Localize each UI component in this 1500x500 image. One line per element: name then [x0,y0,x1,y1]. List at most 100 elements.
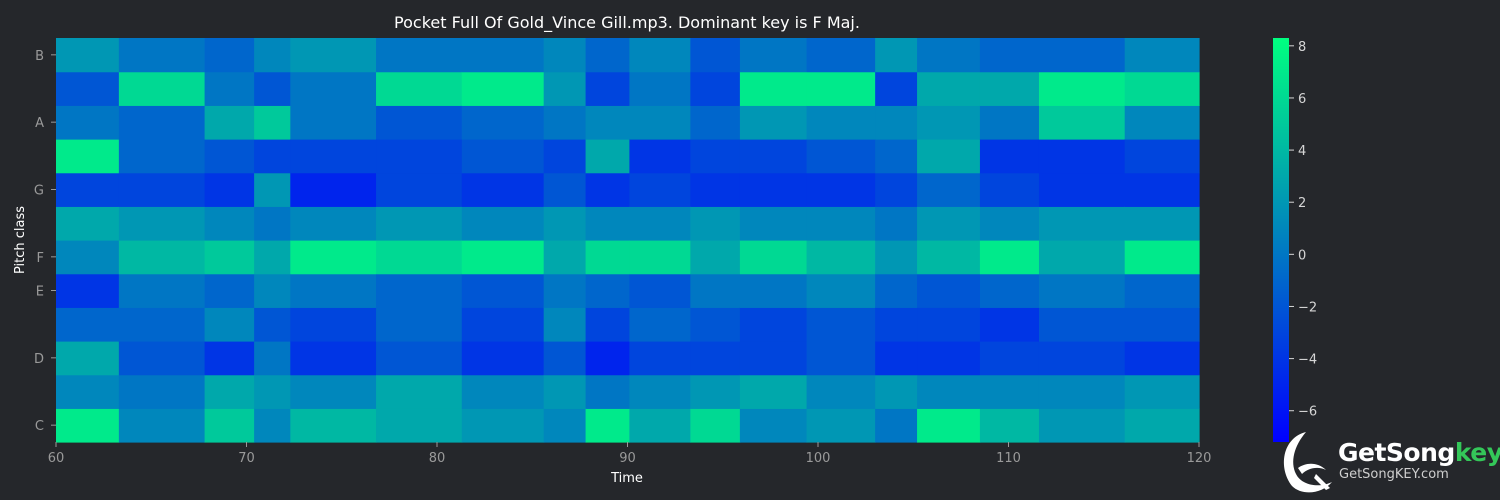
logo-mark-icon [1283,432,1332,493]
heatmap-cell-F#-0 [56,206,120,241]
heatmap-cell-F-5 [376,240,463,275]
y-tick-label: D [34,352,44,367]
heatmap-cell-C-17 [1124,408,1200,443]
heatmap-cell-C-2 [204,408,255,443]
heatmap-cell-G#-17 [1124,139,1200,174]
heatmap-cell-E-8 [585,273,631,308]
heatmap-cell-F#-10 [690,206,741,241]
getsongkey-logo: GetSongkey GetSongKEY.com [1276,428,1500,496]
heatmap-cell-B-7 [543,38,587,73]
heatmap-cell-G#-4 [290,139,377,174]
heatmap-cell-C#-16 [1038,374,1126,409]
heatmap-cell-D#-3 [254,307,291,342]
x-tick-label: 60 [48,451,65,466]
heatmap-cell-F-7 [543,240,587,275]
heatmap-cell-G-8 [585,172,631,207]
heatmap-cell-D#-0 [56,307,120,342]
heatmap-cell-A#-14 [917,71,981,106]
heatmap-cell-D-6 [461,341,545,376]
heatmap-cell-B-10 [690,38,741,73]
heatmap-cell-E-13 [875,273,918,308]
heatmap-cell-G-2 [204,172,255,207]
heatmap-cell-D#-7 [543,307,587,342]
logo-name: GetSongkey [1338,438,1500,467]
heatmap-cell-D#-8 [585,307,631,342]
colorbar-tick-label: −2 [1298,300,1317,315]
heatmap-cell-C#-11 [739,374,808,409]
heatmap-cell-G-13 [875,172,918,207]
heatmap-cell-D#-9 [629,307,691,342]
heatmap-cell-A#-13 [875,71,918,106]
heatmap-cell-C-10 [690,408,741,443]
x-tick-label: 100 [806,451,831,466]
heatmap-cell-G#-11 [739,139,808,174]
heatmap-cell-D-4 [290,341,377,376]
heatmap-cell-F-16 [1038,240,1126,275]
heatmap-cell-D-5 [376,341,463,376]
heatmap-cell-C#-5 [376,374,463,409]
heatmap-cell-C-11 [739,408,808,443]
heatmap-cell-G-14 [917,172,981,207]
heatmap-cell-F#-16 [1038,206,1126,241]
heatmap-cell-E-14 [917,273,981,308]
heatmap-cell-C#-4 [290,374,377,409]
heatmap-cell-D#-15 [979,307,1040,342]
heatmap-cell-F-3 [254,240,291,275]
heatmap-cell-C-7 [543,408,587,443]
heatmap-cell-G-4 [290,172,377,207]
heatmap-cell-E-17 [1124,273,1200,308]
heatmap-cell-G#-16 [1038,139,1126,174]
heatmap-cell-C#-13 [875,374,918,409]
heatmap-cell-C-16 [1038,408,1126,443]
heatmap-cell-F#-9 [629,206,691,241]
y-axis: C D E F G A B [34,49,56,434]
heatmap-cell-D-14 [917,341,981,376]
heatmap-cell-F#-14 [917,206,981,241]
heatmap-cell-G#-2 [204,139,255,174]
heatmap-cell-C#-2 [204,374,255,409]
heatmap-cell-A#-10 [690,71,741,106]
heatmap-cell-A-4 [290,105,377,140]
y-tick-label: B [35,49,44,64]
heatmap-cell-E-9 [629,273,691,308]
heatmap-cell-C-3 [254,408,291,443]
heatmap-cell-F-15 [979,240,1040,275]
heatmap-cell-D-2 [204,341,255,376]
heatmap-cell-G-9 [629,172,691,207]
heatmap-cell-C-8 [585,408,631,443]
heatmap-cell-D#-6 [461,307,545,342]
heatmap-cell-F#-6 [461,206,545,241]
heatmap-cell-A-2 [204,105,255,140]
y-tick-label: F [37,251,44,266]
heatmap-cell-G#-3 [254,139,291,174]
heatmap-cell-A#-1 [118,71,206,106]
heatmap-cell-G-16 [1038,172,1126,207]
heatmap-cell-D#-1 [118,307,206,342]
heatmap-cell-D-13 [875,341,918,376]
heatmap-cell-A-13 [875,105,918,140]
heatmap-cell-E-16 [1038,273,1126,308]
heatmap-cell-G-17 [1124,172,1200,207]
heatmap-cell-B-2 [204,38,255,73]
colorbar-tick-label: 4 [1298,144,1306,159]
heatmap-cell-D#-17 [1124,307,1200,342]
heatmap-cell-F-12 [806,240,876,275]
heatmap-cell-E-6 [461,273,545,308]
heatmap-cell-C#-3 [254,374,291,409]
heatmap-cell-A-11 [739,105,808,140]
heatmap-cell-A#-16 [1038,71,1126,106]
heatmap-cell-A#-9 [629,71,691,106]
heatmap-cell-E-7 [543,273,587,308]
heatmap-cell-C-15 [979,408,1040,443]
heatmap-cell-A-1 [118,105,206,140]
heatmap-cell-C#-8 [585,374,631,409]
colorbar-tick-label: 8 [1298,40,1306,55]
y-tick-label: G [34,184,44,199]
heatmap-cell-A-0 [56,105,120,140]
heatmap-cell-D-16 [1038,341,1126,376]
x-tick-label: 80 [429,451,446,466]
heatmap-cell-E-2 [204,273,255,308]
y-tick-label: C [35,419,44,434]
heatmap-cell-G-1 [118,172,206,207]
